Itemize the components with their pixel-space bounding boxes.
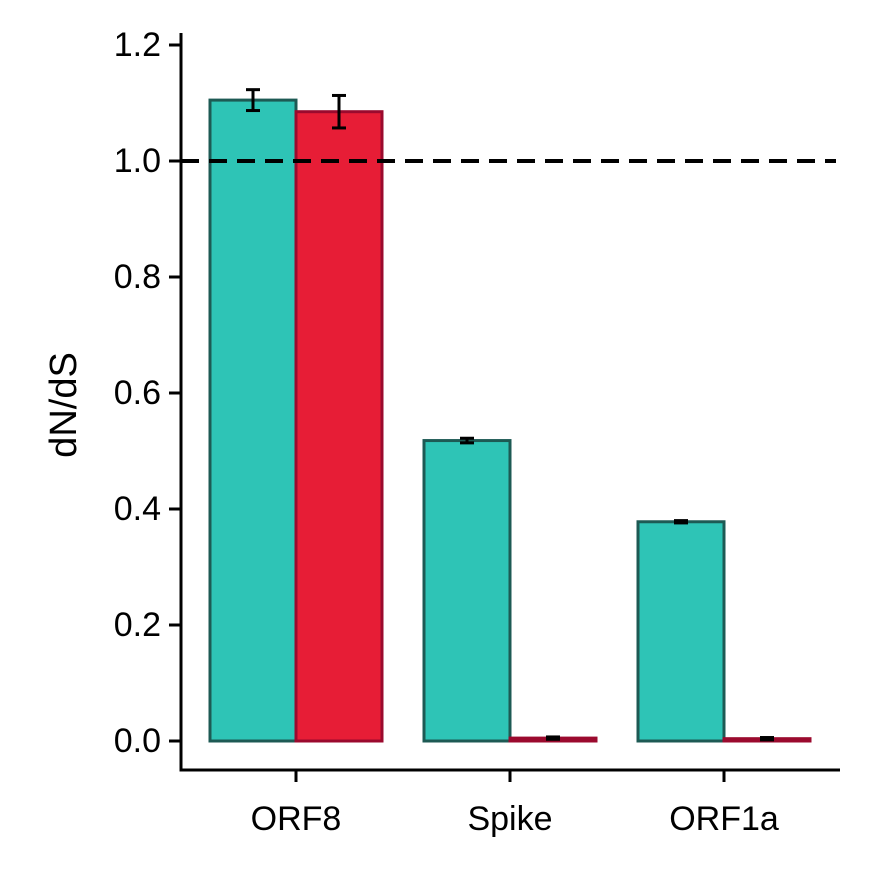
bar-orf8-series-1 xyxy=(208,98,298,743)
x-tick-label: ORF1a xyxy=(669,800,779,838)
bars-layer xyxy=(208,98,812,743)
bar-spike-series-1 xyxy=(422,439,512,743)
x-tick-label: ORF8 xyxy=(251,800,342,838)
x-tick-label: Spike xyxy=(467,800,552,838)
error-bar-spike-series-2 xyxy=(546,735,560,741)
error-bar-spike-series-1 xyxy=(460,436,474,445)
y-tick-label: 0.2 xyxy=(114,606,161,644)
error-bars-layer xyxy=(246,88,774,742)
error-bar-orf8-series-2 xyxy=(332,93,346,130)
bar-orf8-series-2 xyxy=(294,110,384,743)
y-tick-label: 0.8 xyxy=(114,258,161,296)
y-tick-label: 0.0 xyxy=(114,722,161,760)
y-tick-label: 1.2 xyxy=(114,26,161,64)
ticks-layer: 0.0 0.2 0.4 0.6 0.8 1.0 1.2 ORF8 Spike ORF1a xyxy=(114,26,779,838)
y-tick-label: 1.0 xyxy=(114,142,161,180)
error-bar-orf1a-series-1 xyxy=(674,519,688,525)
y-tick-label: 0.6 xyxy=(114,374,161,412)
bar-orf1a-series-1 xyxy=(636,520,726,743)
y-tick-label: 0.4 xyxy=(114,490,161,528)
error-bar-orf1a-series-2 xyxy=(760,736,774,742)
error-bar-orf8-series-1 xyxy=(246,88,260,113)
y-axis-label: dN/dS xyxy=(43,352,85,458)
